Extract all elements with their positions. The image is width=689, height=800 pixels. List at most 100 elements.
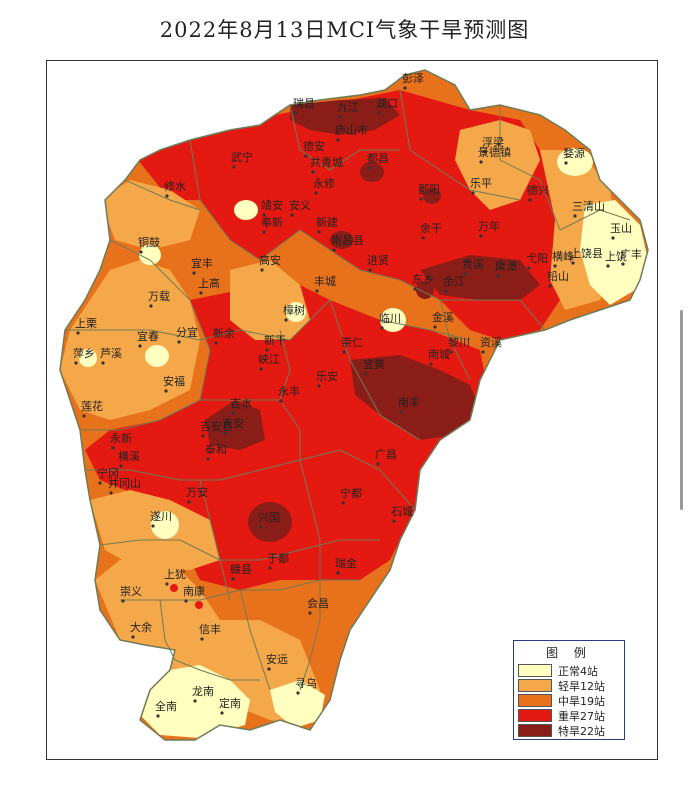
city-dot bbox=[265, 348, 269, 352]
city-dot bbox=[571, 261, 575, 265]
city-dot bbox=[527, 266, 531, 270]
city-label: 上高 bbox=[198, 276, 220, 290]
zone-normal-xunwu bbox=[270, 680, 325, 728]
legend-item-light: 轻旱12站 bbox=[518, 678, 622, 693]
map-legend: 图 例 正常4站 轻旱12站 中旱19站 重旱27站 特旱22站 bbox=[513, 640, 625, 740]
legend-item-severe: 重旱27站 bbox=[518, 708, 622, 723]
city-label: 龙南 bbox=[192, 685, 214, 698]
city-dot bbox=[496, 274, 500, 278]
city-label: 资溪 bbox=[480, 336, 502, 349]
city-label: 宁冈 bbox=[97, 466, 119, 480]
scrollbar-thumb[interactable] bbox=[680, 310, 683, 510]
city-label: 峡江 bbox=[258, 352, 280, 366]
city-dot bbox=[553, 264, 557, 268]
city-label: 乐安 bbox=[316, 369, 338, 383]
city-dot bbox=[109, 491, 113, 495]
city-label: 安远 bbox=[266, 652, 288, 666]
city-dot bbox=[528, 198, 532, 202]
zone-extreme-west bbox=[205, 400, 265, 450]
legend-label: 轻旱12站 bbox=[558, 680, 605, 693]
legend-swatch bbox=[518, 724, 552, 737]
city-label: 丰城 bbox=[314, 275, 336, 288]
city-dot bbox=[483, 150, 487, 154]
city-dot bbox=[267, 667, 271, 671]
city-label: 新干 bbox=[264, 333, 286, 347]
city-label: 德兴 bbox=[527, 183, 549, 197]
city-label: 武宁 bbox=[231, 150, 253, 164]
city-label: 全南 bbox=[155, 699, 177, 713]
city-label: 广丰 bbox=[620, 248, 642, 261]
city-dot bbox=[156, 714, 160, 718]
city-label: 婺源 bbox=[563, 146, 585, 160]
city-dot bbox=[231, 411, 235, 415]
county-borders bbox=[65, 89, 631, 691]
zone-extreme-nanchang bbox=[330, 231, 354, 249]
city-label: 鄱阳 bbox=[418, 183, 440, 196]
city-label: 都昌 bbox=[367, 152, 389, 165]
city-label: 宜春 bbox=[137, 329, 159, 343]
city-dot bbox=[479, 160, 483, 164]
city-label: 彭泽 bbox=[402, 71, 424, 85]
city-dot bbox=[101, 361, 105, 365]
city-dot bbox=[317, 230, 321, 234]
city-dot bbox=[332, 248, 336, 252]
city-label: 宜丰 bbox=[191, 256, 213, 270]
city-label: 玉山 bbox=[610, 222, 632, 235]
city-dot bbox=[413, 287, 417, 291]
city-label: 高安 bbox=[259, 253, 281, 267]
city-dot bbox=[206, 457, 210, 461]
zone-light-northeast bbox=[455, 120, 540, 210]
city-label: 萍乡 bbox=[73, 347, 95, 360]
city-label: 横溪 bbox=[118, 449, 140, 463]
city-label: 九江 bbox=[337, 101, 359, 114]
city-label: 铅山 bbox=[547, 269, 569, 283]
city-label: 万年 bbox=[478, 219, 500, 233]
city-label: 弋阳 bbox=[526, 252, 548, 265]
city-label: 瑞金 bbox=[335, 556, 357, 570]
city-dot bbox=[606, 264, 610, 268]
city-dot bbox=[392, 519, 396, 523]
city-label: 泰和 bbox=[205, 442, 227, 456]
city-dot bbox=[193, 699, 197, 703]
city-dot bbox=[317, 384, 321, 388]
city-label: 永修 bbox=[313, 176, 335, 190]
city-dot bbox=[262, 230, 266, 234]
city-label: 上犹 bbox=[164, 568, 186, 581]
zone-normal-jingan bbox=[234, 200, 258, 220]
city-dot bbox=[279, 399, 283, 403]
zone-light-west bbox=[60, 260, 200, 420]
city-label: 吉安 bbox=[222, 416, 244, 430]
city-dot bbox=[377, 111, 381, 115]
zone-light-south bbox=[95, 560, 320, 725]
city-dot bbox=[290, 213, 294, 217]
city-label: 信丰 bbox=[199, 623, 221, 636]
city-label: 余江 bbox=[443, 274, 465, 288]
city-dot bbox=[421, 236, 425, 240]
city-label: 兴国 bbox=[258, 511, 280, 524]
city-label: 会昌 bbox=[307, 597, 329, 610]
city-dot bbox=[315, 289, 319, 293]
city-dot bbox=[262, 213, 266, 217]
legend-swatch bbox=[518, 664, 552, 677]
zone-extreme-duchang bbox=[360, 162, 384, 182]
city-dot bbox=[177, 340, 181, 344]
city-label: 崇义 bbox=[120, 585, 142, 598]
city-label: 石城 bbox=[391, 505, 413, 518]
legend-item-normal: 正常4站 bbox=[518, 663, 622, 678]
city-label: 万安 bbox=[186, 485, 208, 499]
city-label: 宁都 bbox=[340, 486, 362, 500]
city-dot bbox=[184, 599, 188, 603]
city-dot bbox=[380, 326, 384, 330]
city-dot bbox=[419, 197, 423, 201]
city-dot bbox=[259, 367, 263, 371]
city-dot bbox=[138, 344, 142, 348]
city-dot bbox=[151, 524, 155, 528]
city-dot bbox=[260, 268, 264, 272]
city-dot bbox=[201, 434, 205, 438]
city-label: 赣县 bbox=[230, 562, 252, 576]
zone-light-wuning bbox=[100, 180, 200, 250]
city-dot bbox=[376, 462, 380, 466]
zone-extreme-poyang bbox=[423, 188, 441, 204]
city-label: 上栗 bbox=[75, 317, 97, 330]
city-dot bbox=[444, 289, 448, 293]
